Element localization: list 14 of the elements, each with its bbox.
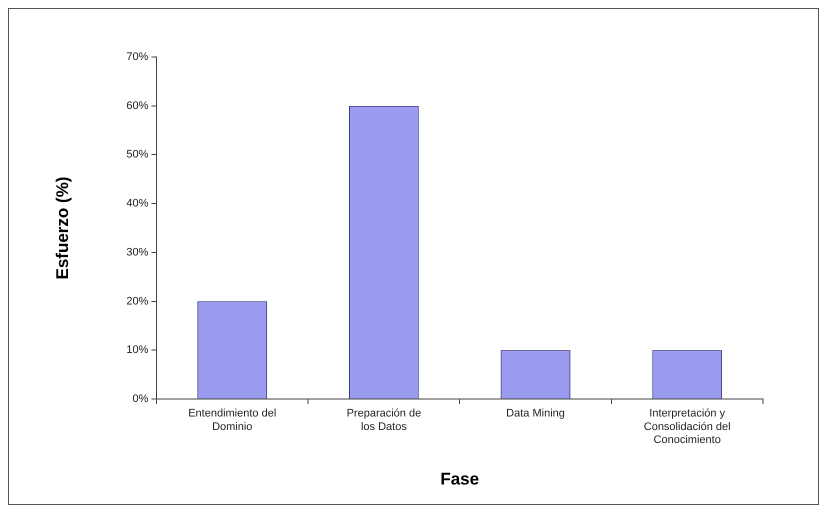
x-tick-label: Interpretación y Consolidación del Conocimiento — [644, 408, 731, 446]
y-tick-label: 20% — [126, 295, 149, 308]
y-tick-label: 10% — [126, 344, 149, 356]
y-axis-title: Esfuerzo (%) — [52, 176, 72, 280]
y-tick-label: 60% — [126, 100, 149, 112]
x-tick-label: Data Mining — [506, 408, 565, 420]
x-tick-label: Entendimiento del Dominio — [188, 408, 276, 433]
x-tick-label: Preparación de los Datos — [346, 408, 422, 433]
y-tick-label: 0% — [132, 393, 149, 406]
y-tick-label: 40% — [126, 198, 149, 210]
y-tick-label: 70% — [126, 51, 149, 64]
y-tick-label: 30% — [126, 246, 149, 258]
y-tick-label: 50% — [126, 148, 149, 161]
x-axis-title: Fase — [440, 469, 480, 488]
